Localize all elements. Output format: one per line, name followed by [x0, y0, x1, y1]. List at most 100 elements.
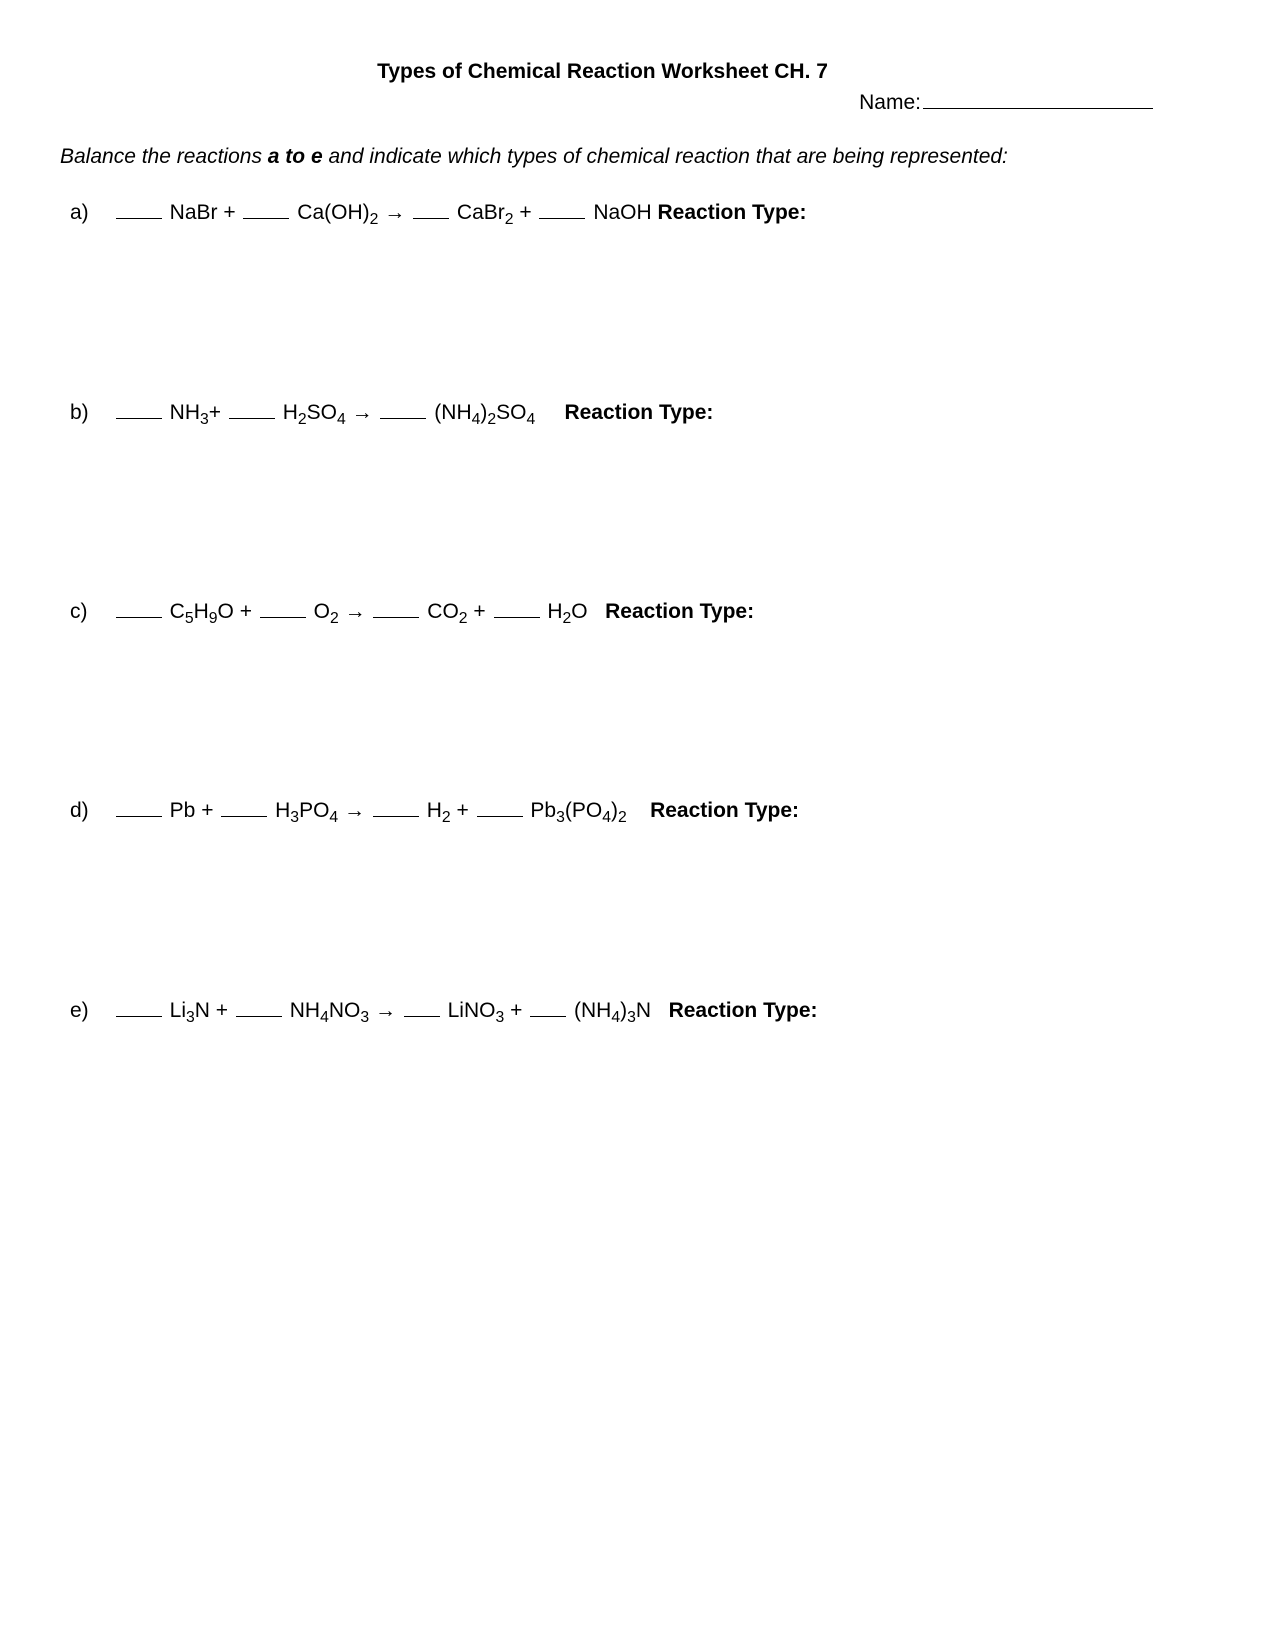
- problem-label: e): [70, 996, 108, 1025]
- subscript: 3: [556, 810, 565, 827]
- chem-text: C: [164, 600, 185, 623]
- instructions-bold: a to e: [268, 145, 323, 168]
- coef-blank[interactable]: [477, 796, 523, 817]
- coef-blank[interactable]: [116, 796, 162, 817]
- spacer: [627, 799, 650, 822]
- instructions-pre: Balance the reactions: [60, 145, 268, 168]
- chem-text: (NH: [568, 999, 611, 1022]
- subscript: 2: [298, 411, 307, 428]
- problem-label: b): [70, 398, 108, 427]
- chem-text: +: [514, 201, 538, 224]
- chem-text: Pb: [525, 799, 557, 822]
- chem-text: +: [468, 600, 492, 623]
- reaction-type-label: Reaction Type:: [669, 999, 818, 1022]
- name-label: Name:: [859, 91, 921, 114]
- coef-blank[interactable]: [413, 198, 449, 219]
- chem-text: ): [611, 799, 618, 822]
- subscript: 3: [495, 1009, 504, 1026]
- subscript: 4: [320, 1009, 329, 1026]
- coef-blank[interactable]: [236, 996, 282, 1017]
- coef-blank[interactable]: [373, 597, 419, 618]
- subscript: 3: [627, 1009, 636, 1026]
- arrow-icon: →: [384, 201, 405, 224]
- name-blank[interactable]: [923, 88, 1153, 109]
- worksheet-title: Types of Chemical Reaction Worksheet CH.…: [150, 60, 1055, 84]
- chem-text: NO: [329, 999, 361, 1022]
- problem-b: b) NH3+ H2SO4 → (NH4)2SO4 Reaction Type:: [70, 398, 1215, 427]
- chem-text: H: [269, 799, 290, 822]
- chem-text: SO: [307, 401, 337, 424]
- chem-text: N: [636, 999, 669, 1022]
- coef-blank[interactable]: [539, 198, 585, 219]
- subscript: 3: [200, 411, 209, 428]
- problem-label: c): [70, 597, 108, 626]
- chem-text: Li: [164, 999, 186, 1022]
- problem-label: d): [70, 796, 108, 825]
- chem-text: SO: [496, 401, 526, 424]
- arrow-icon: →: [352, 401, 373, 424]
- chem-text: CaBr: [451, 201, 505, 224]
- chem-text: H: [194, 600, 209, 623]
- subscript: 4: [337, 411, 346, 428]
- coef-blank[interactable]: [116, 597, 162, 618]
- chem-text: N +: [195, 999, 234, 1022]
- subscript: 3: [186, 1009, 195, 1026]
- reaction-type-label: Reaction Type:: [564, 401, 713, 424]
- subscript: 2: [459, 610, 468, 627]
- worksheet-page: Types of Chemical Reaction Worksheet CH.…: [0, 0, 1275, 1651]
- chem-text: +: [451, 799, 475, 822]
- subscript: 2: [370, 211, 379, 228]
- arrow-icon: →: [344, 799, 365, 822]
- chem-text: NaBr +: [164, 201, 242, 224]
- subscript: 4: [602, 810, 611, 827]
- subscript: 4: [527, 411, 536, 428]
- arrow-icon: →: [375, 999, 396, 1022]
- chem-text: O +: [218, 600, 258, 623]
- coef-blank[interactable]: [494, 597, 540, 618]
- reaction-type-label: Reaction Type:: [650, 799, 799, 822]
- coef-blank[interactable]: [260, 597, 306, 618]
- chem-text: Ca(OH): [291, 201, 369, 224]
- chem-text: +: [504, 999, 528, 1022]
- chem-text: NH: [284, 999, 320, 1022]
- chem-text: LiNO: [442, 999, 496, 1022]
- chem-text: NH: [164, 401, 200, 424]
- coef-blank[interactable]: [116, 398, 162, 419]
- problem-a: a) NaBr + Ca(OH)2 → CaBr2 + NaOH Reactio…: [70, 198, 1215, 227]
- chem-text: (NH: [428, 401, 471, 424]
- coef-blank[interactable]: [229, 398, 275, 419]
- subscript: 4: [329, 810, 338, 827]
- problem-d: d) Pb + H3PO4 → H2 + Pb3(PO4)2 Reaction …: [70, 796, 1215, 825]
- chem-text: H: [277, 401, 298, 424]
- subscript: 9: [209, 610, 218, 627]
- subscript: 2: [563, 610, 572, 627]
- coef-blank[interactable]: [373, 796, 419, 817]
- chem-text: (PO: [565, 799, 602, 822]
- instructions-post: and indicate which types of chemical rea…: [323, 145, 1008, 168]
- instructions: Balance the reactions a to e and indicat…: [60, 143, 1215, 170]
- problem-e: e) Li3N + NH4NO3 → LiNO3 + (NH4)3N React…: [70, 996, 1215, 1025]
- name-line: Name:: [60, 88, 1155, 115]
- coef-blank[interactable]: [243, 198, 289, 219]
- chem-text: CO: [421, 600, 458, 623]
- subscript: 4: [611, 1009, 620, 1026]
- subscript: 3: [290, 810, 299, 827]
- coef-blank[interactable]: [116, 996, 162, 1017]
- coef-blank[interactable]: [116, 198, 162, 219]
- arrow-icon: →: [345, 600, 366, 623]
- chem-text: Pb +: [164, 799, 219, 822]
- coef-blank[interactable]: [404, 996, 440, 1017]
- coef-blank[interactable]: [221, 796, 267, 817]
- chem-text: PO: [299, 799, 329, 822]
- subscript: 2: [330, 610, 339, 627]
- coef-blank[interactable]: [380, 398, 426, 419]
- chem-text: +: [209, 401, 227, 424]
- subscript: 2: [487, 411, 496, 428]
- chem-text: NaOH: [587, 201, 657, 224]
- subscript: 2: [442, 810, 451, 827]
- chem-text: O: [571, 600, 605, 623]
- reaction-type-label: Reaction Type:: [658, 201, 807, 224]
- chem-text: H: [542, 600, 563, 623]
- spacer: [535, 401, 564, 424]
- coef-blank[interactable]: [530, 996, 566, 1017]
